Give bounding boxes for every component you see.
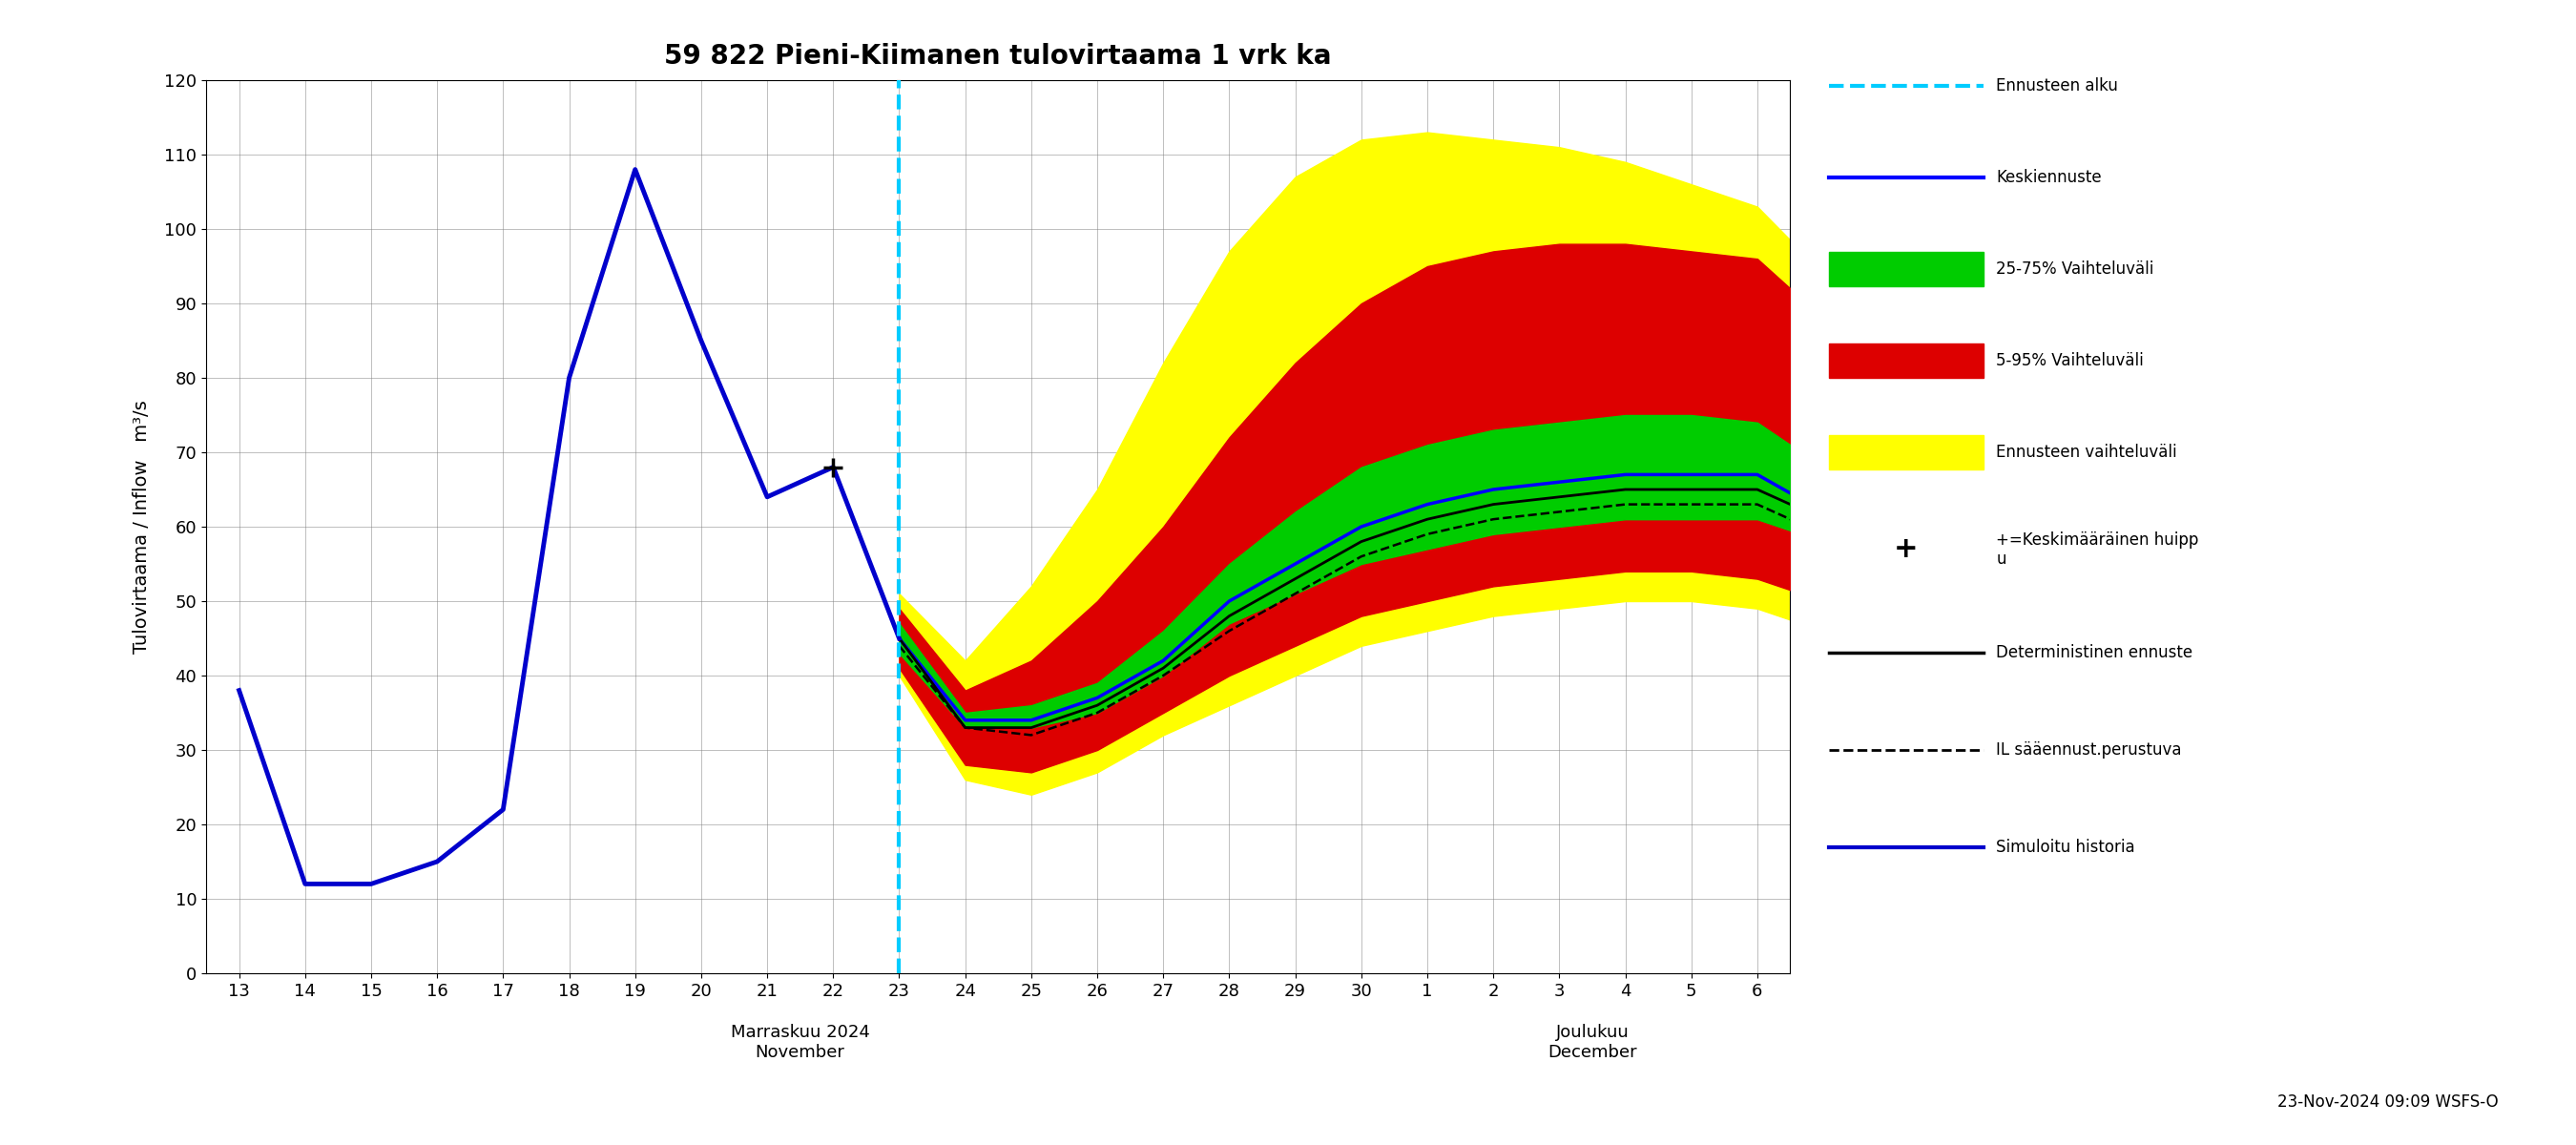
Text: Ennusteen alku: Ennusteen alku (1996, 77, 2117, 94)
Text: Simuloitu historia: Simuloitu historia (1996, 838, 2136, 856)
Text: Marraskuu 2024
November: Marraskuu 2024 November (732, 1024, 871, 1060)
Y-axis label: Tulovirtaama / Inflow   m³/s: Tulovirtaama / Inflow m³/s (134, 400, 152, 654)
Text: +: + (1893, 536, 1919, 563)
Text: Ennusteen vaihteluväli: Ennusteen vaihteluväli (1996, 443, 2177, 460)
Text: 5-95% Vaihteluväli: 5-95% Vaihteluväli (1996, 352, 2143, 369)
Title: 59 822 Pieni-Kiimanen tulovirtaama 1 vrk ka: 59 822 Pieni-Kiimanen tulovirtaama 1 vrk… (665, 44, 1332, 70)
Text: Deterministinen ennuste: Deterministinen ennuste (1996, 643, 2192, 661)
Text: IL sääennust.perustuva: IL sääennust.perustuva (1996, 742, 2182, 759)
Text: 23-Nov-2024 09:09 WSFS-O: 23-Nov-2024 09:09 WSFS-O (2277, 1093, 2499, 1111)
Text: Keskiennuste: Keskiennuste (1996, 168, 2102, 185)
Text: 25-75% Vaihteluväli: 25-75% Vaihteluväli (1996, 260, 2154, 277)
Text: Joulukuu
December: Joulukuu December (1548, 1024, 1636, 1060)
Text: +=Keskimääräinen huipp
u: +=Keskimääräinen huipp u (1996, 531, 2200, 568)
